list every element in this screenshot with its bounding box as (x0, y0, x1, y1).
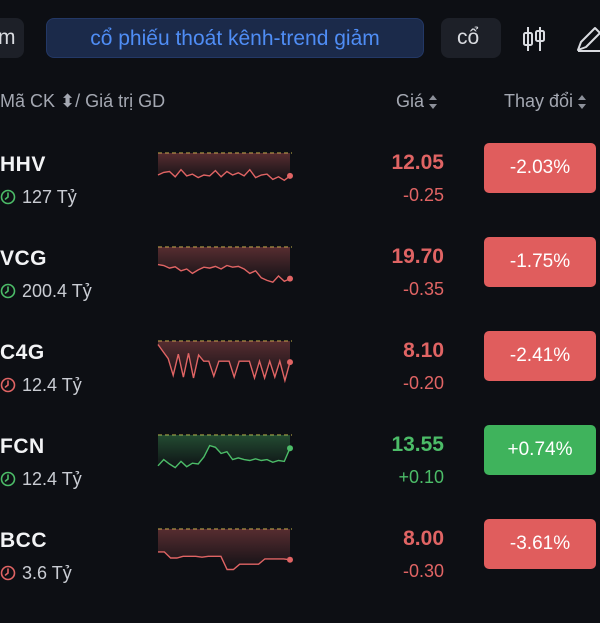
price-value: 8.00 (403, 527, 444, 550)
sparkline-line (157, 168, 291, 182)
trade-value-text: 12.4 Tỷ (22, 375, 82, 395)
filter-chip-next[interactable]: cổ (441, 18, 501, 58)
clock-icon (0, 283, 16, 299)
trade-value-text: 200.4 Tỷ (22, 281, 92, 301)
stock-row[interactable]: VCG 200.4 Tỷ 19.70 -0.35 -1.75% (0, 237, 600, 341)
ticker-symbol: HHV (0, 153, 46, 176)
ticker-symbol: VCG (0, 247, 48, 270)
sparkline-chart (157, 434, 293, 469)
clock-icon (0, 565, 16, 581)
price-delta: -0.20 (402, 373, 444, 393)
trade-value: 127 Tỷ (0, 185, 77, 209)
stock-row[interactable]: FCN 12.4 Tỷ 13.55 +0.10 +0.74% (0, 425, 600, 529)
filter-chip-prev[interactable]: m (0, 18, 24, 58)
trade-value: 3.6 Tỷ (0, 561, 72, 585)
price-delta: +0.10 (398, 467, 444, 487)
price-value: 8.10 (403, 339, 444, 362)
sparkline-line (157, 344, 291, 384)
price-delta: -0.30 (402, 561, 444, 581)
ticker-symbol: FCN (0, 435, 45, 458)
change-badge[interactable]: -2.03% (484, 143, 596, 193)
price-delta: -0.35 (402, 279, 444, 299)
price-value: 19.70 (391, 245, 444, 268)
pen-icon[interactable] (574, 24, 600, 54)
column-header-change[interactable]: Thay đổi (504, 86, 587, 116)
ticker-symbol: C4G (0, 341, 45, 364)
sparkline-chart (157, 152, 293, 182)
trade-value-text: 3.6 Tỷ (22, 563, 72, 583)
price-delta: -0.25 (402, 185, 444, 205)
filter-bar: m cổ phiếu thoát kênh-trend giảm cổ (0, 0, 600, 80)
change-badge[interactable]: -2.41% (484, 331, 596, 381)
clock-icon (0, 189, 16, 205)
ticker-symbol: BCC (0, 529, 47, 552)
stock-row[interactable]: BCC 3.6 Tỷ 8.00 -0.30 -3.61% (0, 519, 600, 623)
change-badge[interactable]: -1.75% (484, 237, 596, 287)
price-value: 12.05 (391, 151, 444, 174)
change-badge[interactable]: +0.74% (484, 425, 596, 475)
sparkline-line (157, 263, 291, 283)
sparkline-end-dot (287, 359, 293, 366)
sparkline-end-dot (287, 172, 293, 179)
stock-row[interactable]: C4G 12.4 Tỷ 8.10 -0.20 -2.41% (0, 331, 600, 435)
sparkline-end-dot (287, 275, 293, 282)
stock-row[interactable]: HHV 127 Tỷ 12.05 -0.25 -2.03% (0, 143, 600, 247)
sparkline-area (158, 153, 290, 181)
change-badge[interactable]: -3.61% (484, 519, 596, 569)
trade-value-text: 127 Tỷ (22, 187, 77, 207)
sort-icon (578, 95, 587, 110)
sparkline-area (158, 435, 290, 468)
column-header-price-label: Giá (396, 91, 425, 111)
sparkline-area (158, 247, 290, 283)
column-header-price[interactable]: Giá (396, 86, 438, 116)
trade-value: 200.4 Tỷ (0, 279, 92, 303)
sparkline-end-dot (287, 556, 293, 563)
sparkline-chart (157, 246, 293, 283)
sparkline-area (158, 529, 290, 570)
trade-value-text: 12.4 Tỷ (22, 469, 82, 489)
candlestick-icon[interactable] (519, 24, 549, 54)
price-value: 13.55 (391, 433, 444, 456)
trade-value: 12.4 Tỷ (0, 373, 82, 397)
sparkline-line (157, 444, 291, 469)
clock-icon (0, 377, 16, 393)
sparkline-line (158, 551, 291, 571)
sort-icon (429, 95, 438, 110)
column-header-change-label: Thay đổi (504, 91, 574, 111)
filter-chip-active[interactable]: cổ phiếu thoát kênh-trend giảm (46, 18, 424, 58)
sparkline-chart (157, 340, 293, 384)
trade-value: 12.4 Tỷ (0, 467, 82, 491)
column-header-symbol[interactable]: Mã CK ⬍/ Giá trị GD (0, 91, 166, 111)
sparkline-end-dot (287, 445, 293, 452)
clock-icon (0, 471, 16, 487)
sparkline-chart (158, 528, 293, 571)
